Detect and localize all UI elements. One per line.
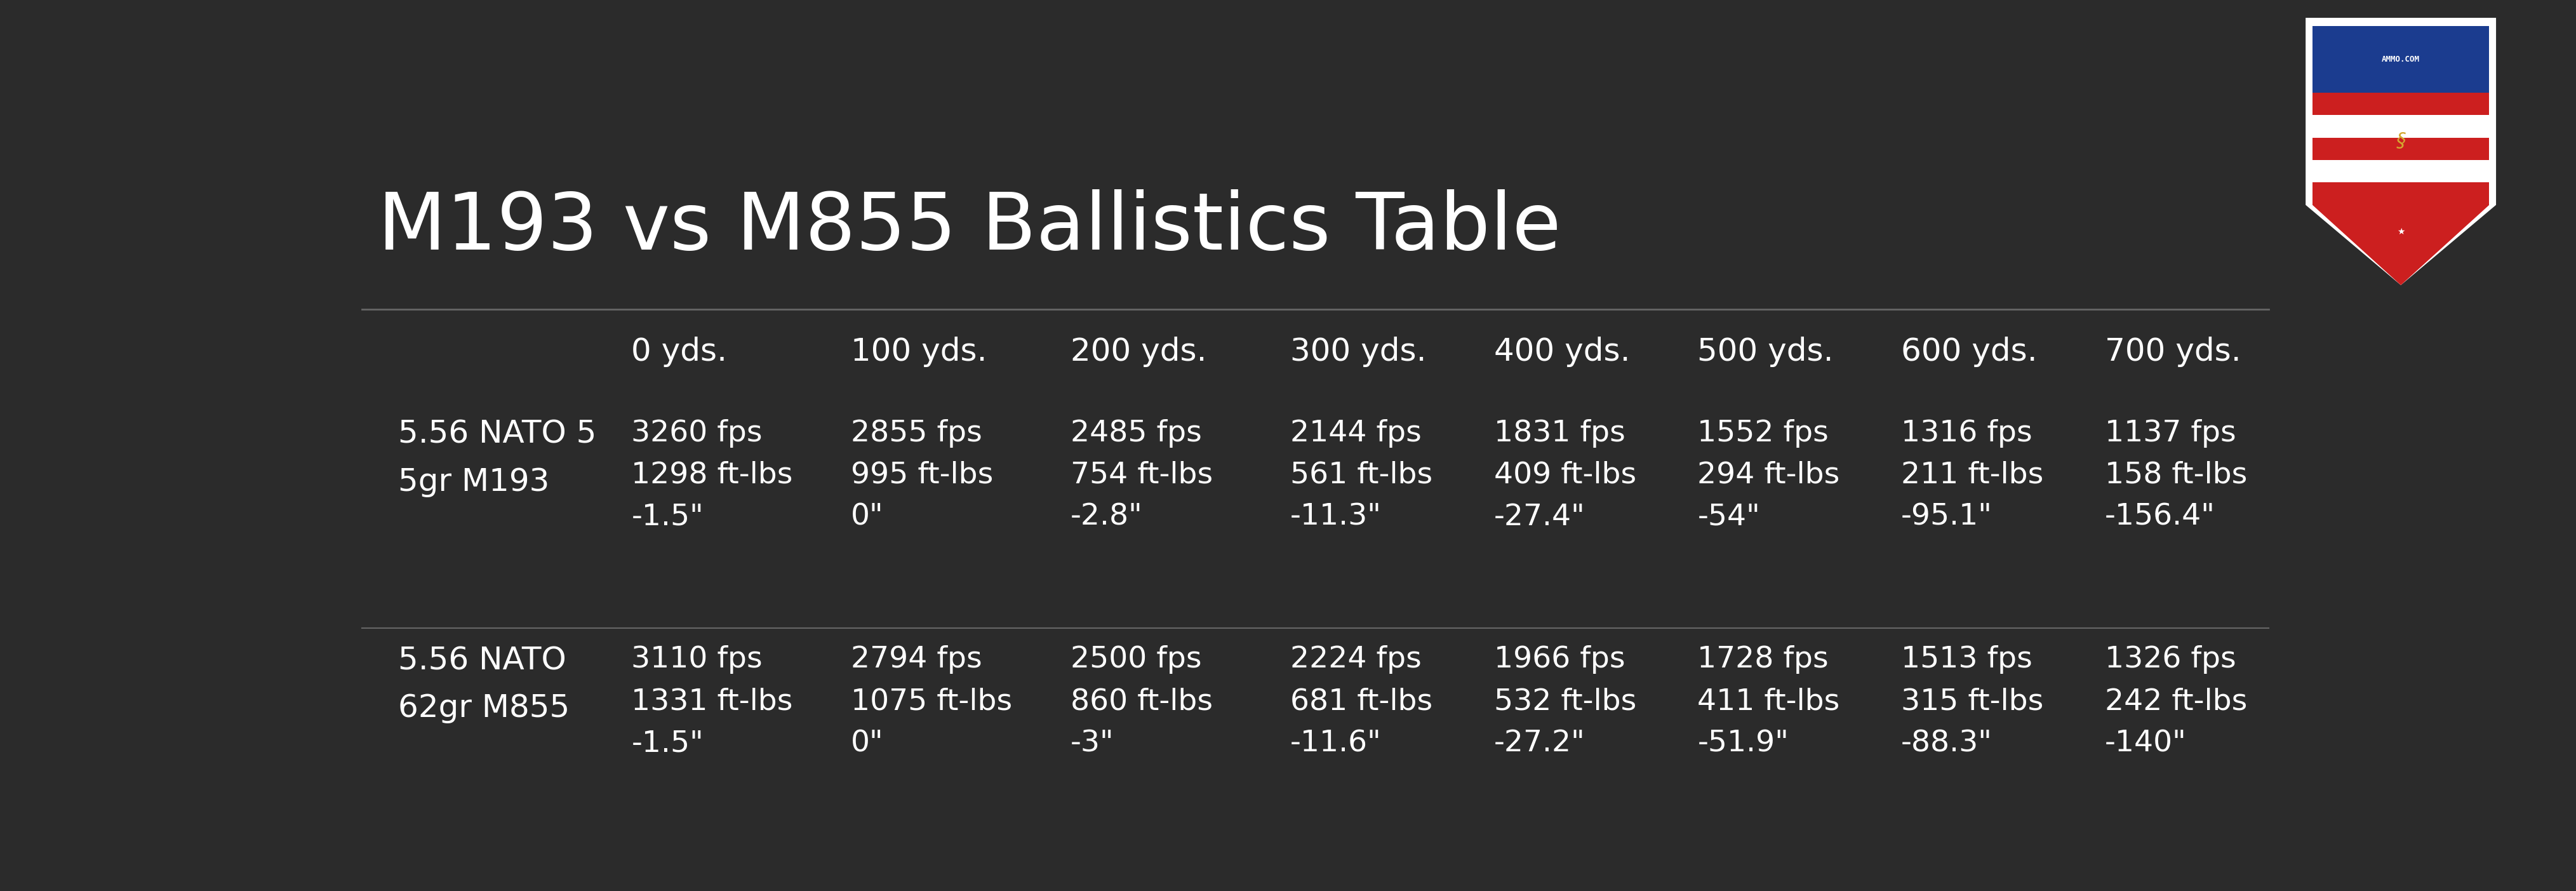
Text: 1728 fps
411 ft-lbs
-51.9": 1728 fps 411 ft-lbs -51.9" [1698, 645, 1839, 758]
Text: 400 yds.: 400 yds. [1494, 337, 1631, 367]
Text: 1137 fps
158 ft-lbs
-156.4": 1137 fps 158 ft-lbs -156.4" [2105, 419, 2246, 532]
Text: 1326 fps
242 ft-lbs
-140": 1326 fps 242 ft-lbs -140" [2105, 645, 2246, 758]
Text: AMMO.COM: AMMO.COM [2383, 55, 2419, 63]
Polygon shape [2313, 160, 2488, 183]
Text: M193 vs M855 Ballistics Table: M193 vs M855 Ballistics Table [379, 189, 1561, 266]
Text: 1966 fps
532 ft-lbs
-27.2": 1966 fps 532 ft-lbs -27.2" [1494, 645, 1636, 758]
Polygon shape [2306, 18, 2496, 285]
Polygon shape [2313, 205, 2488, 285]
Text: 5.56 NATO
62gr M855: 5.56 NATO 62gr M855 [397, 645, 569, 723]
Text: 5.56 NATO 5
5gr M193: 5.56 NATO 5 5gr M193 [397, 419, 595, 497]
Text: ★: ★ [2396, 227, 2406, 236]
Polygon shape [2313, 93, 2488, 115]
Text: 2485 fps
754 ft-lbs
-2.8": 2485 fps 754 ft-lbs -2.8" [1072, 419, 1213, 532]
Polygon shape [2313, 26, 2488, 93]
Text: 1831 fps
409 ft-lbs
-27.4": 1831 fps 409 ft-lbs -27.4" [1494, 419, 1636, 532]
Text: §: § [2396, 132, 2406, 150]
Text: 2144 fps
561 ft-lbs
-11.3": 2144 fps 561 ft-lbs -11.3" [1291, 419, 1432, 532]
Polygon shape [2313, 115, 2488, 137]
Polygon shape [2313, 137, 2488, 160]
Text: 2224 fps
681 ft-lbs
-11.6": 2224 fps 681 ft-lbs -11.6" [1291, 645, 1432, 758]
Text: 1316 fps
211 ft-lbs
-95.1": 1316 fps 211 ft-lbs -95.1" [1901, 419, 2043, 532]
Text: 700 yds.: 700 yds. [2105, 337, 2241, 367]
Text: 500 yds.: 500 yds. [1698, 337, 1834, 367]
Text: 2794 fps
1075 ft-lbs
0": 2794 fps 1075 ft-lbs 0" [850, 645, 1012, 758]
Text: 600 yds.: 600 yds. [1901, 337, 2038, 367]
Text: 3260 fps
1298 ft-lbs
-1.5": 3260 fps 1298 ft-lbs -1.5" [631, 419, 793, 532]
Polygon shape [2313, 183, 2488, 205]
Text: 1513 fps
315 ft-lbs
-88.3": 1513 fps 315 ft-lbs -88.3" [1901, 645, 2043, 758]
Text: 100 yds.: 100 yds. [850, 337, 987, 367]
Text: 2855 fps
995 ft-lbs
0": 2855 fps 995 ft-lbs 0" [850, 419, 994, 532]
Text: 3110 fps
1331 ft-lbs
-1.5": 3110 fps 1331 ft-lbs -1.5" [631, 645, 793, 758]
Text: 0 yds.: 0 yds. [631, 337, 726, 367]
Text: 300 yds.: 300 yds. [1291, 337, 1427, 367]
Text: 1552 fps
294 ft-lbs
-54": 1552 fps 294 ft-lbs -54" [1698, 419, 1839, 532]
Text: 2500 fps
860 ft-lbs
-3": 2500 fps 860 ft-lbs -3" [1072, 645, 1213, 758]
Text: 200 yds.: 200 yds. [1072, 337, 1206, 367]
